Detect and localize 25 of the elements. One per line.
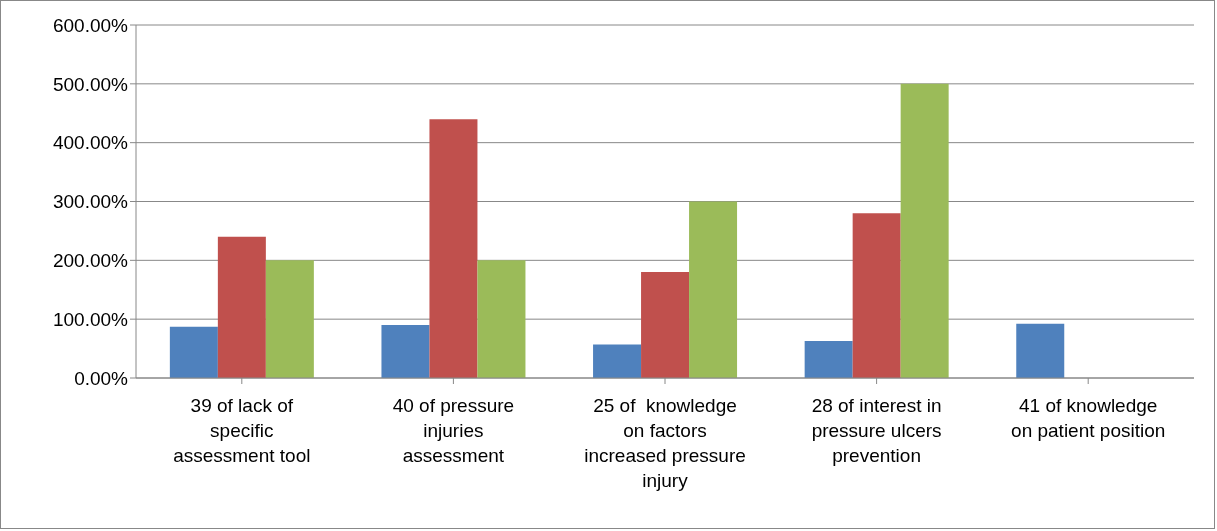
y-tick-label: 200.00% [52,250,129,272]
y-tick-label: 500.00% [52,73,129,95]
x-tick-label: 40 of pressure injuries assessment [392,395,515,466]
bar [804,340,853,378]
bar [689,201,738,378]
bar [593,344,642,378]
y-tick-label: 300.00% [52,191,129,213]
x-tick-label: 28 of interest in pressure ulcers prevention [811,395,942,466]
bar [641,272,690,378]
y-tick-label: 600.00% [52,14,129,36]
bar [217,236,266,378]
bar [477,260,526,378]
y-tick-label: 0.00% [74,367,129,389]
x-tick-label: 41 of knowledge on patient position [1011,395,1166,441]
bar [381,325,430,378]
bar [1016,323,1065,378]
bar [852,213,901,378]
bar [265,260,314,378]
bar [429,119,478,378]
x-tick-label: 25 of knowledge on factors increased pressure injury [584,395,746,491]
x-tick-label: 39 of lack of specific assessment tool [173,395,311,466]
y-tick-label: 100.00% [52,308,129,330]
y-tick-label: 400.00% [52,132,129,154]
bar [169,326,218,378]
bar [900,83,949,378]
